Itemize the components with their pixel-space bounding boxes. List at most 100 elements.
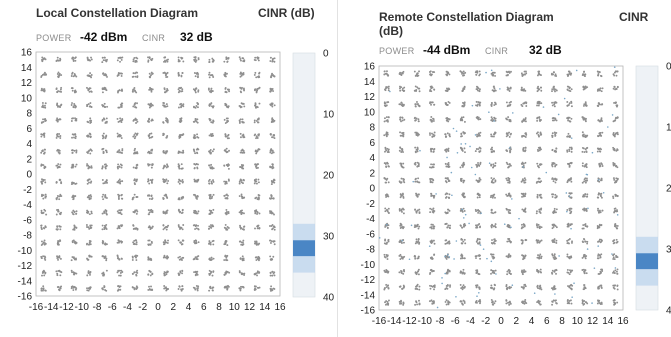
remote-sample-point — [416, 103, 419, 106]
remote-sample-point — [520, 88, 523, 91]
local-sample-point — [193, 193, 196, 196]
local-sample-point — [102, 240, 105, 243]
local-sample-point — [227, 285, 230, 288]
remote-sample-point — [570, 117, 573, 120]
local-sample-point — [273, 271, 276, 274]
remote-sample-point — [447, 224, 450, 227]
remote-sample-point — [463, 86, 466, 89]
local-sample-point — [59, 239, 61, 242]
local-sample-point — [179, 87, 182, 90]
local-sample-point — [166, 209, 169, 212]
remote-symbol-cluster — [444, 100, 451, 107]
remote-sample-point — [612, 197, 615, 199]
local-sample-point — [210, 182, 213, 185]
local-sample-point — [270, 166, 273, 169]
remote-sample-point — [417, 120, 420, 123]
local-sample-point — [87, 89, 90, 92]
local-sample-point — [243, 212, 245, 215]
local-sample-point — [88, 286, 91, 289]
local-sample-point — [56, 132, 59, 135]
local-sample-point — [197, 90, 200, 93]
remote-sample-point — [554, 193, 557, 196]
local-symbol-cluster — [162, 101, 169, 108]
local-sample-point — [163, 274, 166, 277]
remote-sample-point — [445, 117, 448, 120]
remote-symbol-cluster — [520, 86, 527, 92]
local-sample-point — [255, 243, 258, 246]
remote-sample-point — [582, 85, 585, 88]
remote-sample-point — [386, 210, 389, 213]
local-sample-point — [74, 272, 77, 275]
local-sample-point — [136, 151, 139, 154]
local-sample-point — [105, 228, 108, 230]
local-sample-point — [57, 75, 60, 78]
remote-sample-point — [401, 132, 404, 135]
remote-symbol-cluster — [461, 192, 466, 199]
remote-symbol-cluster — [414, 238, 421, 245]
local-symbol-cluster — [101, 285, 108, 292]
remote-sample-point — [555, 211, 557, 214]
remote-y-tick-label: 10 — [364, 107, 376, 118]
local-symbol-cluster — [86, 286, 92, 292]
remote-sample-point — [414, 180, 417, 183]
local-sample-point — [119, 60, 121, 63]
remote-symbol-cluster — [444, 192, 451, 199]
local-sample-point — [241, 259, 244, 262]
remote-symbol-cluster — [581, 131, 589, 139]
local-symbol-cluster — [208, 71, 215, 79]
remote-sample-point — [477, 163, 480, 166]
local-sample-point — [136, 102, 138, 105]
remote-sample-point — [510, 100, 512, 103]
local-sample-point — [212, 60, 215, 63]
remote-sample-point — [474, 150, 477, 153]
local-sample-point — [150, 105, 153, 108]
local-sample-point — [89, 271, 92, 273]
remote-sample-point — [537, 271, 540, 274]
remote-sample-point — [613, 258, 616, 261]
local-sample-point — [178, 182, 181, 185]
remote-sample-point — [444, 162, 447, 165]
local-symbol-cluster — [72, 224, 78, 231]
remote-sample-point — [462, 207, 465, 210]
local-sample-point — [272, 120, 275, 123]
remote-symbol-cluster — [459, 116, 466, 123]
local-sample-point — [90, 90, 93, 93]
remote-sample-point — [383, 88, 386, 91]
remote-sample-point — [525, 105, 528, 107]
remote-sample-point — [402, 227, 405, 230]
local-sample-point — [89, 273, 91, 276]
remote-sample-point — [600, 179, 603, 182]
remote-sample-point — [509, 133, 512, 136]
remote-sample-point — [398, 208, 401, 211]
local-y-tick-label: -14 — [18, 276, 33, 287]
remote-sample-point — [566, 104, 569, 107]
local-sample-point — [56, 91, 59, 94]
local-sample-point — [165, 273, 168, 276]
remote-x-tick-label: 10 — [572, 316, 584, 327]
local-sample-point — [101, 224, 104, 227]
remote-sample-point — [506, 150, 509, 153]
remote-sample-point — [433, 103, 436, 106]
remote-symbol-cluster — [566, 100, 573, 108]
local-sample-point — [255, 119, 258, 122]
remote-sample-point — [446, 103, 449, 106]
remote-sample-point — [418, 208, 421, 211]
local-y-tick-label: 6 — [26, 124, 32, 135]
local-sample-point — [239, 240, 242, 243]
local-sample-point — [211, 289, 214, 292]
local-sample-point — [197, 75, 199, 78]
remote-symbol-cluster — [444, 147, 450, 153]
remote-sample-point — [387, 150, 390, 152]
local-sample-point — [120, 240, 123, 243]
local-symbol-cluster — [208, 208, 215, 215]
remote-sample-point — [599, 211, 602, 214]
local-symbol-cluster — [163, 270, 169, 277]
remote-symbol-cluster — [551, 223, 558, 230]
local-sample-point — [223, 273, 226, 276]
local-sample-point — [224, 271, 227, 274]
local-sample-point — [120, 75, 123, 77]
remote-sample-point — [430, 103, 432, 106]
remote-sample-point — [401, 72, 403, 75]
local-sample-point — [72, 209, 75, 212]
remote-y-tick-label: -10 — [361, 260, 376, 271]
